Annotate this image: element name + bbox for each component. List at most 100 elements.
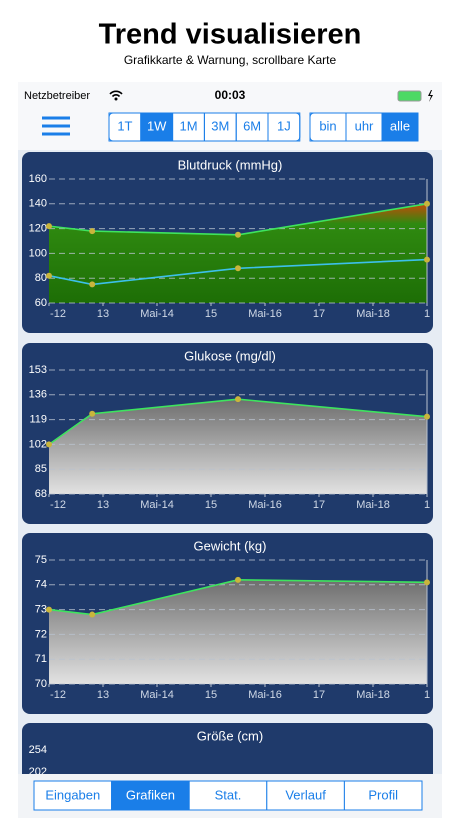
y-tick-label: 60 — [35, 297, 47, 309]
clock: 00:03 — [215, 88, 246, 102]
range-button[interactable] — [140, 112, 174, 142]
page-title: Trend visualisieren — [99, 19, 362, 51]
y-tick-label: 74 — [35, 579, 47, 591]
data-point — [235, 576, 241, 583]
x-tick-label: Mai-14 — [140, 499, 174, 511]
page-subtitle: Grafikkarte & Warnung, scrollbare Karte — [124, 53, 337, 67]
data-point — [46, 606, 52, 613]
x-tick-label: -12 — [50, 499, 66, 511]
y-tick-label: 102 — [29, 438, 47, 450]
data-point — [235, 265, 241, 272]
data-point — [424, 200, 430, 207]
data-point — [424, 579, 430, 586]
data-point — [424, 256, 430, 263]
x-tick-label: Mai-16 — [248, 689, 282, 701]
data-point — [235, 396, 241, 403]
range-label: 1W — [147, 118, 167, 133]
tab-button[interactable] — [266, 780, 345, 811]
y-tick-label: 119 — [29, 414, 47, 426]
series-line — [48, 398, 428, 446]
y-tick-label: 73 — [35, 604, 47, 616]
y-tick-label: 71 — [35, 653, 47, 665]
tab-button[interactable] — [33, 780, 113, 811]
x-tick-label: 13 — [97, 308, 109, 320]
x-tick-label: 17 — [313, 308, 325, 320]
y-tick-label: 75 — [35, 554, 47, 566]
x-tick-label: 1 — [424, 308, 430, 320]
x-tick-label: 15 — [205, 499, 217, 511]
data-point — [89, 228, 96, 235]
x-tick-label: Mai-18 — [356, 308, 390, 320]
chart-title: Blutdruck (mmHg) — [178, 157, 283, 172]
tab-button[interactable] — [343, 780, 423, 811]
data-point — [89, 611, 96, 618]
data-point — [235, 231, 241, 238]
data-point — [424, 413, 430, 420]
x-tick-label: Mai-16 — [248, 308, 282, 320]
data-point — [46, 223, 52, 230]
x-tick-label: -12 — [50, 689, 66, 701]
range-label: 1J — [277, 118, 291, 133]
x-tick-label: 15 — [205, 689, 217, 701]
data-point — [46, 272, 52, 279]
area — [49, 579, 427, 684]
tab-label: Profil — [368, 787, 398, 802]
menu-button[interactable] — [42, 116, 70, 136]
x-tick-label: -12 — [50, 308, 66, 320]
x-tick-label: 17 — [313, 689, 325, 701]
tab-label: Grafiken — [126, 787, 175, 802]
wifi-icon — [109, 90, 123, 98]
mode-label: alle — [390, 118, 410, 133]
tab-label: Eingaben — [45, 787, 100, 802]
tab-label: Stat. — [215, 787, 242, 802]
series-line — [48, 258, 428, 286]
x-tick-label: 1 — [424, 499, 430, 511]
x-tick-label: 15 — [205, 308, 217, 320]
chart-title: Gewicht (kg) — [194, 538, 267, 553]
y-tick-label: 80 — [35, 272, 47, 284]
range-label: 3M — [211, 118, 229, 133]
x-tick-label: Mai-14 — [140, 308, 174, 320]
y-tick-label: 85 — [35, 463, 47, 475]
series-line — [48, 203, 428, 236]
series-line — [48, 579, 428, 616]
tab-label: Verlauf — [285, 787, 326, 802]
area — [49, 399, 427, 494]
y-tick-label: 153 — [29, 364, 47, 376]
y-tick-label: 68 — [35, 488, 47, 500]
data-point — [46, 441, 52, 448]
range-button[interactable] — [267, 112, 301, 142]
data-point — [89, 281, 96, 288]
tab-button[interactable] — [188, 780, 268, 811]
y-tick-label: 120 — [29, 223, 47, 235]
range-label: 1M — [179, 118, 197, 133]
y-tick-label: 72 — [35, 628, 47, 640]
y-tick-label: 70 — [35, 678, 47, 690]
x-tick-label: Mai-16 — [248, 499, 282, 511]
data-point — [89, 410, 96, 417]
charging-icon — [428, 90, 433, 102]
y-tick-label: 140 — [29, 198, 47, 210]
mode-label: uhr — [355, 118, 374, 133]
y-tick-label: 254 — [29, 744, 47, 756]
x-tick-label: 13 — [97, 689, 109, 701]
x-tick-label: 13 — [97, 499, 109, 511]
y-tick-label: 100 — [29, 247, 47, 259]
x-tick-label: Mai-14 — [140, 689, 174, 701]
chart-title: Glukose (mg/dl) — [184, 348, 276, 363]
x-tick-label: Mai-18 — [356, 689, 390, 701]
mode-button[interactable] — [381, 112, 419, 142]
wifi-icon — [114, 97, 118, 101]
x-tick-label: 17 — [313, 499, 325, 511]
y-tick-label: 160 — [29, 173, 47, 185]
chart-title: Größe (cm) — [197, 728, 263, 743]
range-label: 1T — [117, 118, 132, 133]
range-label: 6M — [243, 118, 261, 133]
battery — [397, 90, 422, 102]
x-tick-label: 1 — [424, 689, 430, 701]
mode-label: bin — [319, 118, 336, 133]
carrier: Netzbetreiber — [24, 90, 90, 102]
y-tick-label: 136 — [29, 389, 47, 401]
x-tick-label: Mai-18 — [356, 499, 390, 511]
